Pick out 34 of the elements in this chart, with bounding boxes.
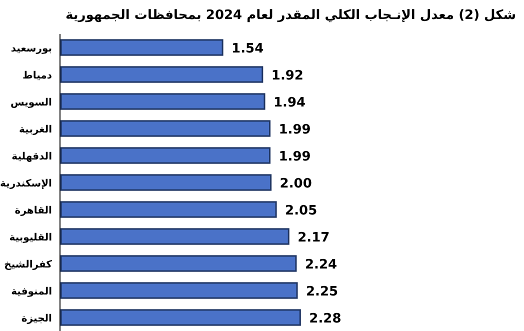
data-label: 2.17 [298,230,330,246]
data-label: 2.25 [306,284,338,300]
y-tick-label: الغربية [19,124,52,136]
data-label: 1.54 [232,42,264,56]
chart-title: شكل (2) معدل الإنـجاب الكلي المقدر لعام 2024 بمحافظات الجمهورية [65,8,516,23]
bar [60,201,277,218]
y-tick-label: كفرالشيخ [4,260,52,270]
data-label: 2.00 [280,176,312,192]
bar [60,93,266,110]
y-tick-label: دمياط [22,70,52,82]
data-label: 1.92 [271,68,304,84]
y-tick-label: الإسكندرية [0,178,52,190]
bar [60,66,264,83]
bar [60,174,272,191]
y-tick-label: السويس [10,98,52,108]
y-tick-label: القاهرة [14,206,52,216]
bar [60,255,297,272]
bar [60,39,224,56]
data-label: 1.99 [278,122,311,138]
y-tick-label: الدقهلية [12,152,52,162]
bar [60,120,271,137]
y-tick-label: القليوبية [9,232,52,244]
bar [60,228,290,245]
bar [60,309,301,326]
y-tick-label: المنوفية [11,286,52,298]
data-label: 2.24 [304,258,338,272]
data-label: 2.05 [285,204,318,218]
bar [60,147,271,164]
y-tick-label: بورسعيد [10,44,52,54]
data-label: 1.99 [278,150,311,164]
y-tick-label: الجيزة [21,314,52,324]
data-label: 1.94 [274,96,306,110]
data-label: 2.28 [309,312,342,326]
bar [60,282,298,299]
